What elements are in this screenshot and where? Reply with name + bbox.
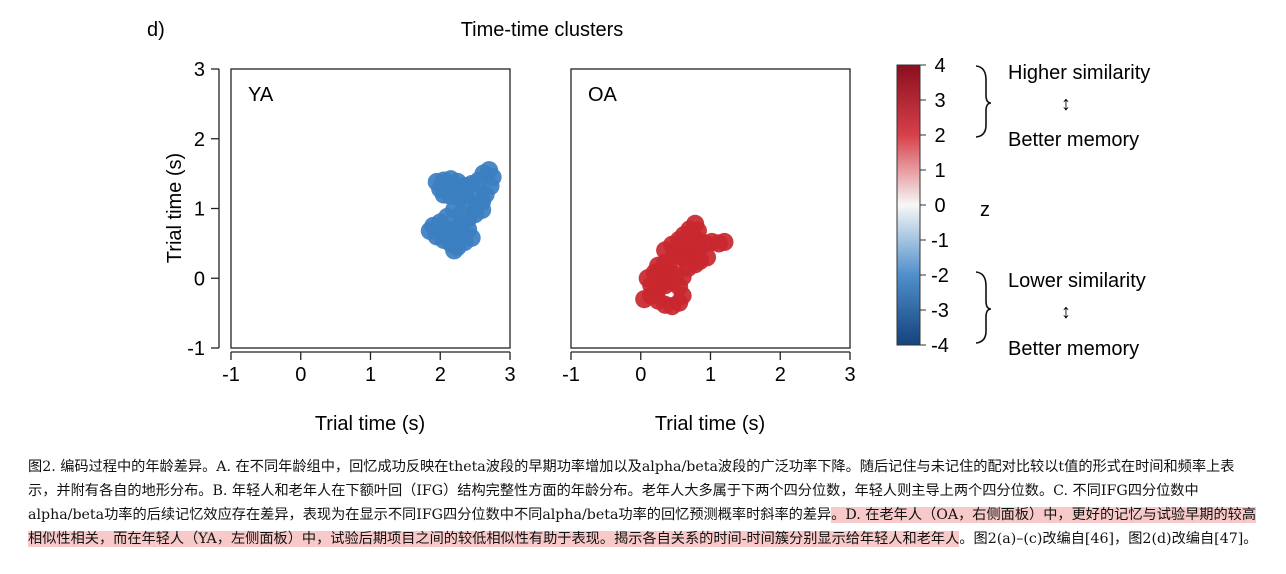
cluster-point bbox=[686, 255, 705, 274]
legend-upper: Higher similarity ↕ Better memory bbox=[975, 62, 1150, 151]
colorbar: 4 3 2 1 0 -1 -2 -3 -4 z bbox=[896, 55, 990, 357]
legend-upper-line2: Better memory bbox=[1008, 129, 1139, 151]
figure-caption: 图2. 编码过程中的年龄差异。A. 在不同年龄组中，回忆成功反映在theta波段… bbox=[28, 455, 1260, 551]
colorbar-tick-label: 0 bbox=[934, 195, 945, 217]
plot-panel-ya: -1 0 1 2 3 -1 0 1 2 3 YA Trial time (s) Trial tim… bbox=[164, 59, 516, 435]
cluster-point bbox=[466, 185, 485, 204]
axis-ticks-ya: -1 0 1 2 3 -1 0 1 2 3 bbox=[187, 59, 515, 386]
x-tick-label: 1 bbox=[705, 364, 716, 386]
cluster-point bbox=[715, 232, 734, 252]
colorbar-tick-label: -2 bbox=[931, 265, 949, 287]
cluster-point bbox=[445, 241, 464, 260]
brace-lower bbox=[975, 271, 992, 344]
legend-lower-line2: Better memory bbox=[1008, 338, 1139, 360]
legend-lower: Lower similarity ↕ Better memory bbox=[975, 270, 1146, 360]
y-axis-label: Trial time (s) bbox=[164, 153, 186, 263]
cluster-point bbox=[645, 283, 664, 302]
y-tick-label: 3 bbox=[194, 59, 205, 81]
x-tick-label: 0 bbox=[295, 364, 306, 386]
y-tick-label: 1 bbox=[194, 199, 205, 221]
colorbar-ramp bbox=[896, 64, 921, 346]
cluster-oa bbox=[635, 214, 734, 316]
colorbar-label: z bbox=[980, 199, 990, 221]
brace-upper bbox=[975, 65, 992, 138]
cluster-point bbox=[431, 179, 450, 199]
y-tick-label: -1 bbox=[187, 338, 205, 360]
axis-ticks-oa: -1 0 1 2 3 bbox=[562, 351, 856, 386]
colorbar-tick-label: 2 bbox=[934, 125, 945, 147]
x-tick-label: 0 bbox=[635, 364, 646, 386]
x-tick-label: 2 bbox=[775, 364, 786, 386]
plot-panel-oa: -1 0 1 2 3 OA Trial time (s) bbox=[562, 68, 856, 435]
figure: d) Time-time clusters -1 0 1 2 3 -1 0 1 2 3 YA Tr… bbox=[147, 19, 1150, 435]
x-tick-label: 2 bbox=[435, 364, 446, 386]
y-tick-label: 0 bbox=[194, 268, 205, 290]
legend-lower-line1: Lower similarity bbox=[1008, 270, 1146, 292]
cluster-ya bbox=[420, 161, 502, 260]
colorbar-tick-label: 1 bbox=[934, 160, 945, 182]
cluster-point bbox=[450, 225, 469, 245]
x-tick-label: 3 bbox=[844, 364, 855, 386]
figure-title: Time-time clusters bbox=[461, 19, 624, 41]
x-axis-label: Trial time (s) bbox=[655, 413, 765, 435]
cluster-point bbox=[649, 256, 668, 275]
plot-frame bbox=[230, 68, 511, 349]
x-axis-label: Trial time (s) bbox=[315, 413, 425, 435]
colorbar-tick-label: -1 bbox=[931, 230, 949, 252]
colorbar-tick-label: 4 bbox=[934, 55, 945, 77]
x-tick-label: -1 bbox=[562, 364, 580, 386]
plot-frame bbox=[570, 68, 851, 349]
legend-upper-arrow: ↕ bbox=[1061, 93, 1071, 115]
x-tick-label: 3 bbox=[504, 364, 515, 386]
colorbar-tick-label: -3 bbox=[931, 300, 949, 322]
cluster-point bbox=[666, 242, 685, 261]
caption-text-end: 。图2(a)–(c)改编自[46]，图2(d)改编自[47]。 bbox=[959, 531, 1258, 547]
colorbar-tick-label: -4 bbox=[931, 335, 949, 357]
panel-label: d) bbox=[147, 19, 165, 41]
colorbar-ticks: 4 3 2 1 0 -1 -2 -3 -4 bbox=[920, 55, 949, 357]
y-tick-label: 2 bbox=[194, 129, 205, 151]
caption-text: 图2. 编码过程中的年龄差异。A. 在不同年龄组中，回忆成功反映在theta波段… bbox=[28, 459, 1235, 523]
x-tick-label: -1 bbox=[222, 364, 240, 386]
colorbar-tick-label: 3 bbox=[934, 90, 945, 112]
legend-lower-arrow: ↕ bbox=[1061, 301, 1071, 323]
panel-name: OA bbox=[588, 84, 618, 106]
x-tick-label: 1 bbox=[365, 364, 376, 386]
panel-name: YA bbox=[248, 84, 274, 106]
legend-upper-line1: Higher similarity bbox=[1008, 62, 1150, 84]
